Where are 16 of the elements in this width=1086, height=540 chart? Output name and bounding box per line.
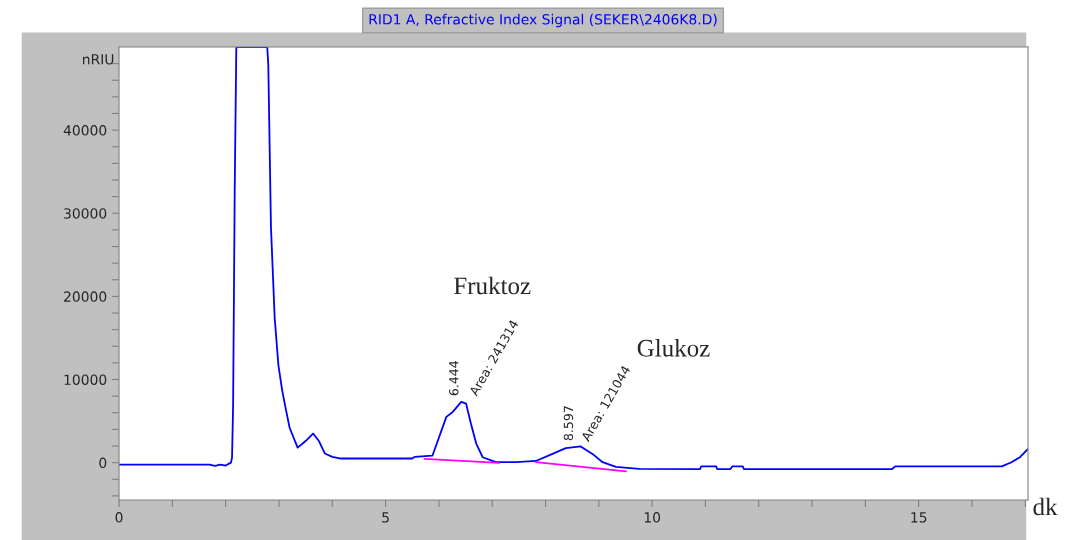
y-tick-label: 40000	[63, 125, 107, 136]
y-tick-label: 10000	[64, 374, 107, 385]
x-tick-label: 15	[911, 512, 927, 523]
x-tick-label: 10	[644, 512, 661, 523]
y-tick-label: 20000	[64, 291, 107, 302]
annotation: 8.597	[563, 406, 574, 441]
chart-title: RID1 A, Refractive Index Signal (SEKER\2406K8.D)	[369, 13, 717, 28]
y-tick-label: 0	[99, 457, 107, 469]
y-tick-label: 30000	[64, 208, 107, 219]
x-axis-title: dk	[1033, 497, 1058, 516]
x-tick-label: 0	[115, 512, 123, 523]
annotation: Glukoz	[637, 339, 710, 357]
x-tick-label: 5	[382, 512, 389, 523]
annotation: 6.444	[449, 361, 459, 396]
annotation: Fruktoz	[454, 276, 531, 295]
y-axis-title: nRIU	[83, 54, 114, 65]
